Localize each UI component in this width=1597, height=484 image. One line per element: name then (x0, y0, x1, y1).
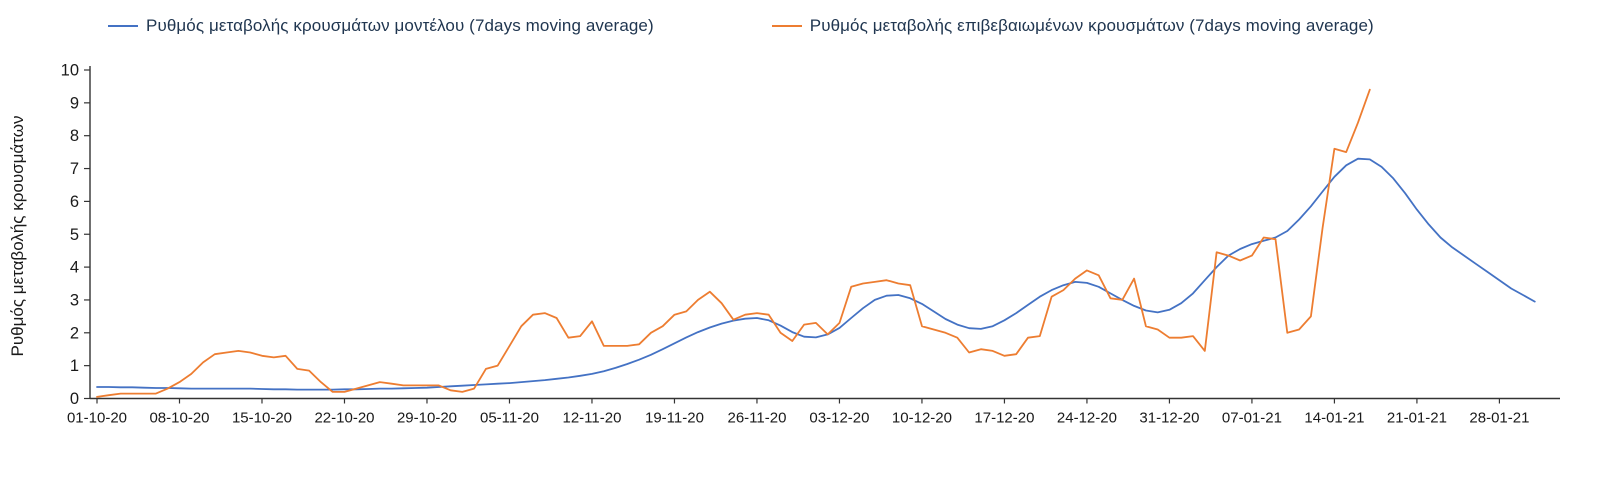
x-tick-label: 22-10-20 (314, 410, 374, 427)
x-tick-label: 05-11-20 (480, 410, 539, 427)
y-tick-label: 10 (61, 62, 79, 80)
y-tick-label: 0 (70, 390, 79, 408)
confirmed-series-line (96, 88, 1371, 398)
legend-line-swatch-model (108, 25, 138, 27)
x-tick-label: 10-12-20 (892, 410, 952, 427)
x-tick-label: 14-01-21 (1304, 410, 1364, 427)
y-tick-label: 6 (70, 193, 79, 211)
legend-item-confirmed: Ρυθμός μεταβολής επιβεβαιωμένων κρουσμάτ… (771, 16, 1374, 36)
axes (89, 66, 1560, 400)
x-tick-label: 08-10-20 (149, 410, 209, 427)
legend: Ρυθμός μεταβολής κρουσμάτων μοντέλου (7d… (108, 16, 1374, 36)
y-tick-label: 8 (70, 127, 79, 145)
x-axis-ticks: 01-10-20 08-10-20 15-10-20 22-10-20 29-10-20… (67, 398, 1529, 427)
legend-label-model: Ρυθμός μεταβολής κρουσμάτων μοντέλου (7d… (146, 16, 654, 35)
legend-line-swatch-confirmed (771, 25, 802, 27)
x-tick-label: 12-11-20 (563, 410, 622, 427)
y-tick-label: 5 (70, 226, 79, 244)
x-tick-label: 28-01-21 (1469, 410, 1529, 427)
x-tick-label: 26-11-20 (727, 410, 786, 427)
x-tick-label: 21-01-21 (1387, 410, 1447, 427)
y-axis-ticks: 0 1 2 3 4 5 6 7 8 9 10 (61, 62, 90, 408)
y-tick-label: 4 (70, 259, 79, 277)
x-tick-label: 03-12-20 (809, 410, 869, 427)
x-tick-label: 01-10-20 (67, 410, 127, 427)
legend-item-model: Ρυθμός μεταβολής κρουσμάτων μοντέλου (7d… (108, 16, 654, 36)
x-tick-label: 19-11-20 (645, 410, 704, 427)
x-tick-label: 17-12-20 (974, 410, 1034, 427)
y-tick-label: 9 (70, 94, 79, 112)
legend-label-confirmed: Ρυθμός μεταβολής επιβεβαιωμένων κρουσμάτ… (809, 16, 1374, 35)
x-tick-label: 24-12-20 (1057, 410, 1117, 427)
x-tick-label: 29-10-20 (397, 410, 457, 427)
y-tick-label: 1 (70, 357, 79, 375)
y-tick-label: 3 (70, 291, 79, 309)
series-lines (96, 88, 1536, 398)
model-series-line (96, 157, 1536, 391)
y-tick-label: 7 (70, 160, 79, 178)
x-tick-label: 15-10-20 (232, 410, 292, 427)
y-tick-label: 2 (70, 324, 79, 342)
x-tick-label: 31-12-20 (1139, 410, 1199, 427)
x-tick-label: 07-01-21 (1222, 410, 1282, 427)
